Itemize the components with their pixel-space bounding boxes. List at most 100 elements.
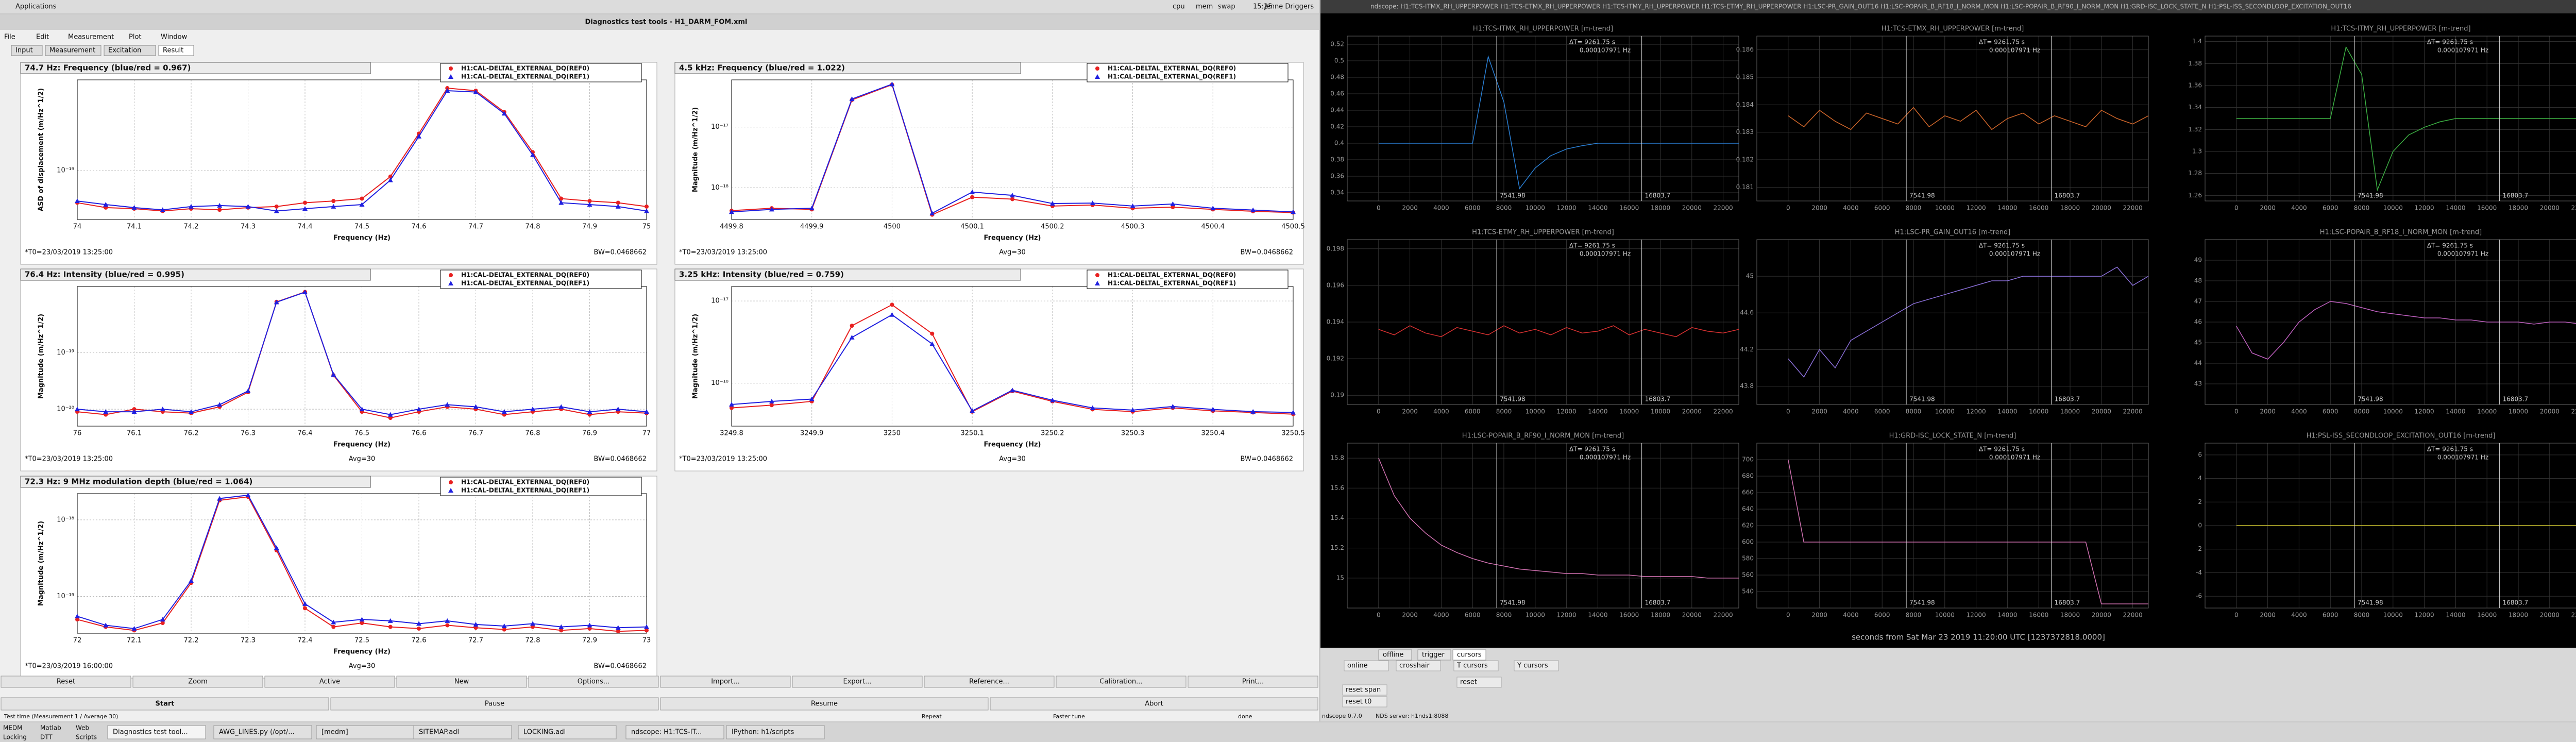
tab[interactable] (11, 45, 43, 56)
marker (616, 629, 620, 634)
button-label[interactable]: Calibration... (1099, 678, 1142, 686)
tab-label[interactable]: Input (15, 47, 33, 55)
task-button[interactable] (413, 725, 512, 739)
menu-item[interactable]: Plot (129, 33, 142, 41)
control-label[interactable]: crosshair (1399, 662, 1430, 670)
task-label[interactable]: LOCKING.adl (523, 729, 566, 736)
task-button[interactable] (107, 725, 206, 739)
x-tick-label: 72.9 (582, 637, 597, 645)
task-button[interactable] (316, 725, 415, 739)
menu-item[interactable]: File (4, 33, 15, 41)
control-label[interactable]: Y cursors (1517, 662, 1548, 670)
button[interactable] (924, 676, 1055, 688)
marker (75, 614, 80, 619)
menu-item[interactable]: Edit (36, 33, 49, 41)
x-tick-label: 18000 (2509, 408, 2528, 415)
task-label[interactable]: [medm] (321, 729, 348, 736)
control-label[interactable]: reset t0 (1346, 698, 1371, 706)
launcher[interactable]: Locking (3, 734, 27, 741)
task-label[interactable]: IPython: h1/scripts (732, 729, 794, 736)
button[interactable] (660, 697, 989, 711)
tab[interactable] (1417, 649, 1451, 661)
button[interactable] (264, 676, 395, 688)
button[interactable] (1188, 676, 1318, 688)
button-label[interactable]: Reference... (969, 678, 1009, 686)
button-label[interactable]: Active (319, 678, 340, 686)
menu-item[interactable]: Measurement (68, 33, 114, 41)
tab-label[interactable]: Result (163, 47, 183, 55)
task-button[interactable] (518, 725, 617, 739)
button[interactable] (330, 697, 659, 711)
button-label[interactable]: Resume (811, 700, 838, 708)
task-label[interactable]: AWG_LINES.py (/opt/... (219, 729, 295, 736)
tab-label[interactable]: Measurement (49, 47, 95, 55)
marker (1095, 281, 1100, 285)
launcher[interactable]: Web (76, 724, 89, 732)
tab[interactable] (1452, 649, 1486, 661)
button[interactable] (792, 676, 923, 688)
task-button[interactable] (625, 725, 724, 739)
tab[interactable] (158, 45, 194, 56)
launcher[interactable]: Scripts (76, 734, 97, 741)
control-label[interactable]: T cursors (1456, 662, 1488, 670)
button[interactable] (1, 697, 329, 711)
apps-menu[interactable]: Applications (15, 3, 57, 11)
button-label[interactable]: Zoom (188, 678, 207, 686)
plot-title: H1:LSC-PR_GAIN_OUT16 [m-trend] (1895, 229, 2011, 237)
button[interactable] (1453, 660, 1499, 671)
button[interactable] (660, 676, 791, 688)
delta-t: ΔT= 9261.75 s (1569, 39, 1615, 46)
button-label[interactable]: Reset (57, 678, 75, 686)
button-label[interactable]: Export... (843, 678, 872, 686)
launcher[interactable]: Matlab (40, 724, 61, 732)
launcher[interactable]: MEDM (3, 724, 23, 732)
button[interactable] (1456, 677, 1502, 688)
x-tick-label: 3250.3 (1121, 430, 1145, 437)
task-button[interactable] (213, 725, 312, 739)
button[interactable] (132, 676, 263, 688)
button-label[interactable]: Options... (578, 678, 610, 686)
button-label[interactable]: New (454, 678, 469, 686)
tab-label[interactable]: offline (1383, 651, 1403, 659)
task-label[interactable]: Diagnostics test tool... (113, 729, 188, 736)
tab[interactable] (45, 45, 101, 56)
button[interactable] (1056, 676, 1187, 688)
button-label[interactable]: Pause (485, 700, 504, 708)
control-label[interactable]: reset (1460, 679, 1477, 686)
tab[interactable] (1378, 649, 1412, 661)
button[interactable] (1514, 660, 1559, 671)
x-tick-label: 72.6 (412, 637, 427, 645)
x-tick-label: 4499.9 (800, 223, 824, 231)
tab-label[interactable]: Excitation (108, 47, 141, 55)
tab-label[interactable]: cursors (1457, 651, 1482, 659)
tab[interactable] (104, 45, 156, 56)
tab-label[interactable]: trigger (1422, 651, 1445, 659)
button-label[interactable]: Import... (711, 678, 740, 686)
control-label[interactable]: reset span (1346, 686, 1381, 694)
launcher[interactable]: DTT (40, 734, 53, 741)
task-label[interactable]: ndscope: H1:TCS-IT... (631, 729, 702, 736)
button[interactable] (1396, 660, 1441, 671)
button[interactable] (1344, 660, 1389, 671)
button[interactable] (1342, 696, 1387, 707)
control-label[interactable]: online (1347, 662, 1368, 670)
button-label[interactable]: Abort (1145, 700, 1163, 708)
task-label[interactable]: SITEMAP.adl (419, 729, 459, 736)
button[interactable] (1, 676, 131, 688)
button-label[interactable]: Start (156, 700, 175, 708)
button[interactable] (990, 697, 1318, 711)
x-tick-label: 10000 (1935, 612, 1955, 619)
x-tick-label: 20000 (2092, 408, 2111, 415)
marker (729, 402, 734, 407)
button-label[interactable]: Print... (1242, 678, 1264, 686)
marker (929, 210, 935, 215)
marker (970, 189, 975, 194)
button[interactable] (1342, 684, 1387, 696)
menu-item[interactable]: Window (161, 33, 188, 41)
button[interactable] (528, 676, 659, 688)
marker (189, 409, 194, 414)
button[interactable] (396, 676, 527, 688)
legend-label: H1:CAL-DELTAL_EXTERNAL_DQ(REF0) (461, 479, 589, 486)
x-tick-label: 72.5 (354, 637, 369, 645)
task-button[interactable] (726, 725, 825, 739)
